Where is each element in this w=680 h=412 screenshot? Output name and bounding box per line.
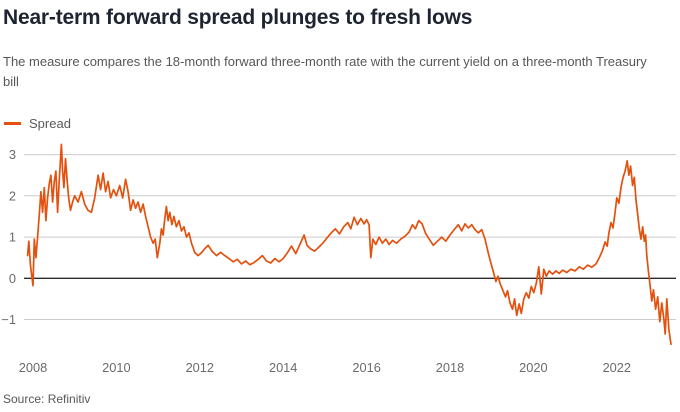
x-tick-label: 2010 <box>102 360 130 375</box>
x-tick-label: 2014 <box>269 360 297 375</box>
y-tick-label: 1 <box>9 230 16 245</box>
x-tick-label: 2012 <box>186 360 214 375</box>
y-tick-label: −1 <box>1 312 16 327</box>
legend-line-swatch <box>4 122 21 125</box>
x-tick-label: 2008 <box>19 360 47 375</box>
page-title: Near-term forward spread plunges to fres… <box>3 6 473 29</box>
legend: Spread <box>4 116 71 131</box>
x-tick-label: 2016 <box>352 360 380 375</box>
x-tick-label: 2018 <box>436 360 464 375</box>
source-credit: Source: Refinitiv <box>3 392 91 406</box>
x-tick-label: 2022 <box>603 360 631 375</box>
y-tick-label: 2 <box>9 188 16 203</box>
spread-line <box>26 143 672 346</box>
y-tick-label: 3 <box>9 147 16 162</box>
legend-label: Spread <box>29 116 71 131</box>
y-tick-label: 0 <box>9 271 16 286</box>
chart-subtitle: The measure compares the 18-month forwar… <box>3 54 647 90</box>
x-tick-label: 2020 <box>519 360 547 375</box>
